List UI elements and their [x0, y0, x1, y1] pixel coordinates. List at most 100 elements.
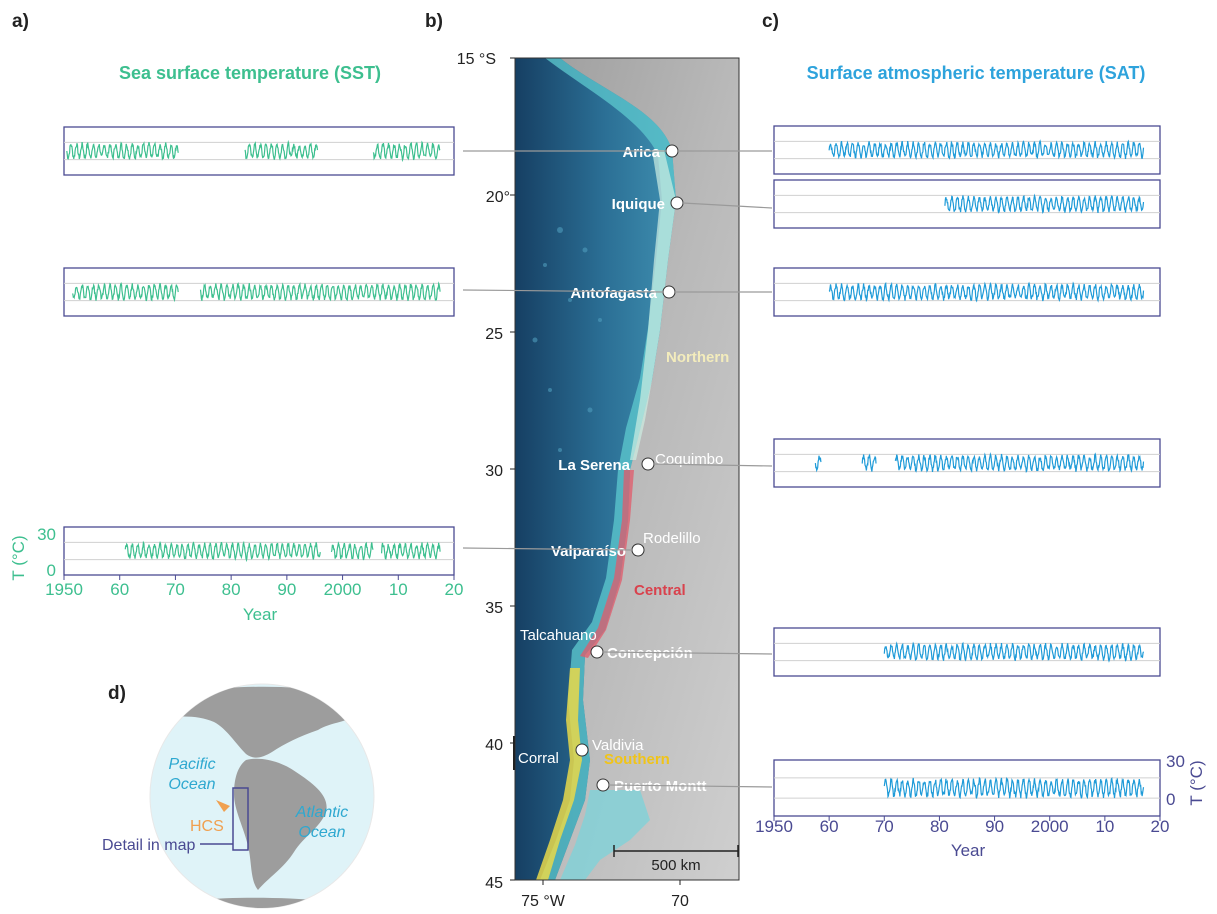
city-antofagasta: Antofagasta	[570, 285, 657, 302]
region-southern: Southern	[604, 751, 670, 768]
x-tick-label: 70	[875, 817, 894, 836]
seamounts	[532, 227, 602, 452]
region-central: Central	[634, 582, 686, 599]
pacific-label-2: Ocean	[168, 776, 215, 793]
sst-ytick: 30	[37, 525, 56, 544]
connector-lines	[462, 150, 773, 788]
lat-ticks	[510, 57, 681, 885]
sat-xticks: 1950 60 70 80 90 2000 10 20	[755, 816, 1169, 836]
region-northern: Northern	[666, 349, 729, 366]
city-puerto-montt: Puerto Montt	[614, 778, 706, 795]
series-line	[244, 139, 319, 161]
timeseries-coquimbo	[773, 438, 1161, 488]
globe-inset: Pacific Ocean Atlantic Ocean HCS Detail …	[102, 683, 375, 909]
city-arica: Arica	[622, 144, 660, 161]
series-line	[381, 541, 441, 561]
series-line	[828, 139, 1145, 161]
sst-title: Sea surface temperature (SST)	[119, 63, 381, 83]
x-tick-label: 70	[166, 580, 185, 599]
x-tick-label: 2000	[324, 580, 362, 599]
x-tick-label: 60	[820, 817, 839, 836]
city-la-serena: La Serena	[558, 457, 630, 474]
sat-ytick: 30	[1166, 752, 1185, 771]
hcs-label: HCS	[190, 818, 224, 835]
panel-b-label: b)	[425, 11, 443, 32]
station-marker	[590, 645, 604, 659]
city-valparaiso: Valparaíso	[551, 543, 626, 560]
panel-a-label: a)	[12, 11, 29, 32]
sst-ylabel: T (°C)	[9, 535, 28, 580]
timeseries-frame	[773, 438, 1161, 488]
atlantic-label-2: Ocean	[298, 824, 345, 841]
hcs-arrow	[216, 800, 230, 812]
lat-label: 30	[485, 463, 503, 480]
station-marker	[665, 144, 679, 158]
lon-label: 70	[671, 893, 689, 910]
city-valdivia: Valdivia	[592, 737, 644, 754]
lon-label: 75 °W	[521, 893, 566, 910]
timeseries-puerto-montt	[773, 759, 1161, 817]
series-line	[814, 455, 822, 473]
lat-label: 40	[485, 737, 503, 754]
lat-label: 15 °S	[457, 51, 496, 68]
series-line	[66, 141, 179, 161]
city-iquique: Iquique	[612, 196, 665, 213]
sat-ylabel: T (°C)	[1187, 760, 1206, 805]
station-marker	[575, 743, 589, 757]
sst-xlabel: Year	[243, 605, 278, 624]
ocean	[515, 58, 676, 880]
series-line	[199, 281, 441, 302]
northern-zone	[630, 150, 676, 460]
antarctica-land	[180, 897, 350, 908]
x-tick-label: 90	[277, 580, 296, 599]
timeseries-iquique	[773, 179, 1161, 229]
lat-label: 25	[485, 326, 503, 343]
city-concepcion: Concepción	[607, 645, 693, 662]
sat-timeseries	[773, 125, 1161, 817]
north-america-land	[150, 686, 360, 758]
x-tick-label: 60	[110, 580, 129, 599]
atlantic-label-1: Atlantic	[295, 804, 348, 821]
x-tick-label: 20	[1151, 817, 1170, 836]
series-line	[124, 540, 321, 563]
x-tick-label: 1950	[755, 817, 793, 836]
station-marker	[670, 196, 684, 210]
x-tick-label: 10	[1095, 817, 1114, 836]
timeseries-arica	[773, 125, 1161, 175]
timeseries-arica	[63, 126, 455, 176]
sst-timeseries	[63, 126, 455, 576]
sst-xticks: 1950 60 70 80 90 2000 10 20	[45, 575, 463, 599]
sst-ytick: 0	[47, 561, 56, 580]
series-line	[894, 452, 1145, 474]
lat-label: 20°	[486, 189, 510, 206]
x-tick-label: 1950	[45, 580, 83, 599]
x-tick-label: 20	[445, 580, 464, 599]
x-tick-label: 80	[930, 817, 949, 836]
sat-ytick: 0	[1166, 790, 1175, 809]
x-tick-label: 90	[985, 817, 1004, 836]
station-marker	[641, 457, 655, 471]
panel-d-label: d)	[108, 683, 126, 704]
series-line	[861, 453, 877, 472]
series-line	[944, 193, 1145, 215]
panel-c-label: c)	[762, 11, 779, 32]
series-line	[330, 541, 374, 561]
detail-label: Detail in map	[102, 837, 195, 854]
city-corral: Corral	[518, 750, 559, 767]
lat-label: 35	[485, 600, 503, 617]
series-line	[372, 140, 441, 163]
x-tick-label: 2000	[1031, 817, 1069, 836]
series-line	[828, 281, 1145, 303]
city-rodelillo: Rodelillo	[643, 530, 701, 547]
x-tick-label: 80	[222, 580, 241, 599]
sat-title: Surface atmospheric temperature (SAT)	[807, 63, 1146, 83]
station-markers	[575, 144, 684, 792]
timeseries-antofagasta	[773, 267, 1161, 317]
series-line	[72, 281, 179, 303]
station-marker	[662, 285, 676, 299]
chile-map: 500 km Northern Central Southern Arica I…	[457, 51, 740, 910]
central-zone	[580, 470, 634, 658]
series-line	[883, 641, 1145, 663]
city-talcahuano: Talcahuano	[520, 627, 597, 644]
